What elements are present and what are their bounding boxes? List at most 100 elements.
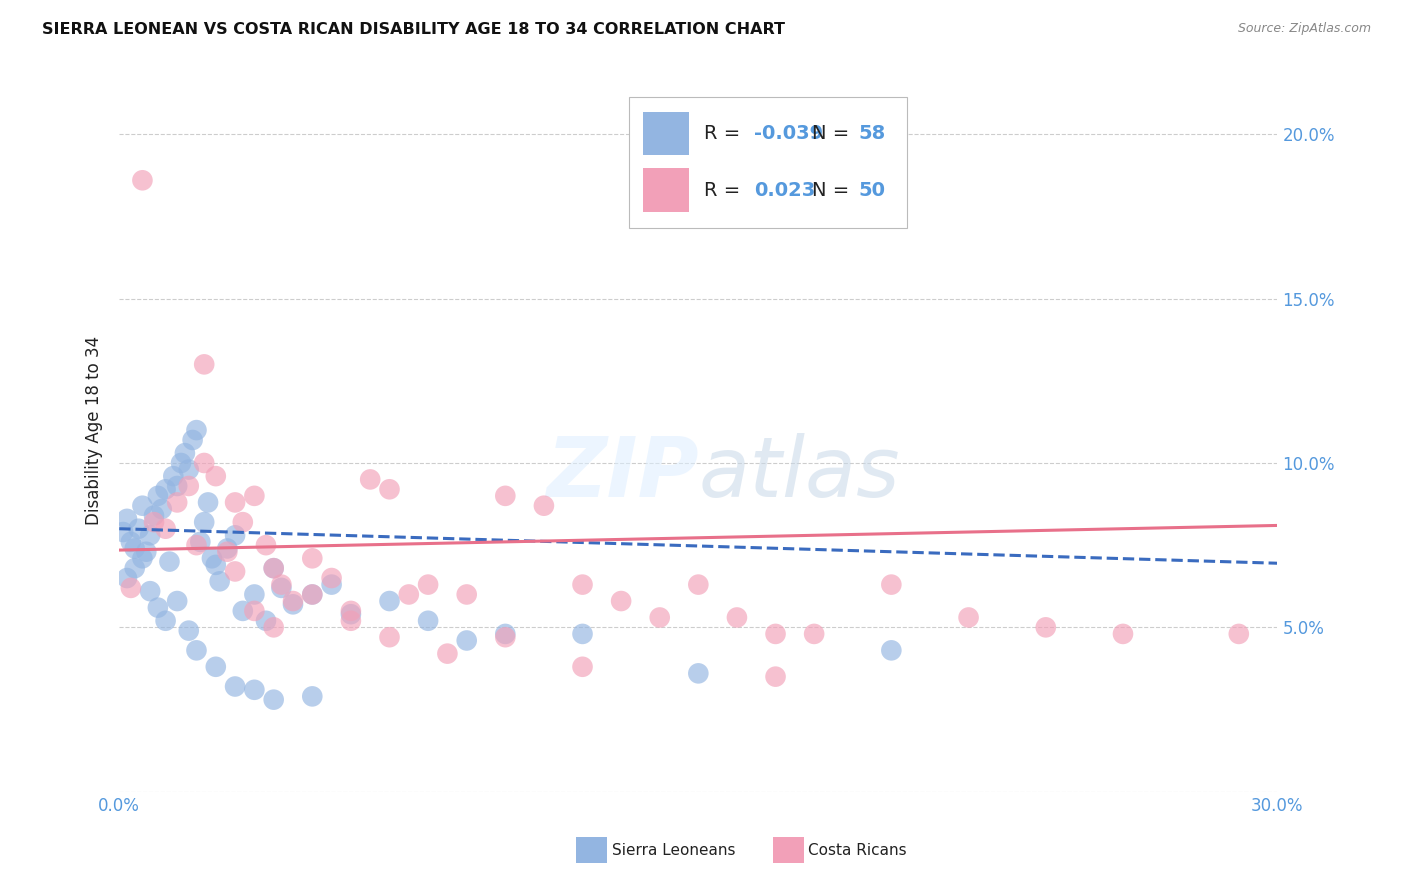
Point [115, 571, 138, 585]
Text: ZIP: ZIP [546, 433, 699, 514]
Point [232, 515, 254, 529]
Point [270, 577, 292, 591]
Point [181, 433, 204, 447]
Point [1112, 627, 1135, 641]
Point [571, 627, 593, 641]
Point [571, 660, 593, 674]
Point [957, 610, 980, 624]
Point [270, 581, 292, 595]
Point [263, 692, 285, 706]
Point [139, 584, 162, 599]
Text: Sierra Leoneans: Sierra Leoneans [612, 843, 735, 857]
Point [494, 627, 516, 641]
Point [359, 472, 381, 486]
Point [224, 680, 246, 694]
Point [217, 545, 239, 559]
Text: 50: 50 [858, 180, 886, 200]
Point [177, 462, 200, 476]
Point [170, 456, 193, 470]
Point [436, 647, 458, 661]
Point [416, 577, 439, 591]
Point [494, 489, 516, 503]
Point [254, 538, 277, 552]
Point [688, 577, 710, 591]
Point [340, 614, 363, 628]
Point [139, 528, 162, 542]
Point [204, 469, 226, 483]
Point [301, 690, 323, 704]
Point [131, 173, 153, 187]
Point [155, 614, 177, 628]
Text: -0.039: -0.039 [754, 124, 823, 143]
Point [193, 456, 215, 470]
Point [146, 489, 169, 503]
Point [131, 499, 153, 513]
Point [398, 587, 420, 601]
Text: SIERRA LEONEAN VS COSTA RICAN DISABILITY AGE 18 TO 34 CORRELATION CHART: SIERRA LEONEAN VS COSTA RICAN DISABILITY… [42, 22, 785, 37]
Text: Source: ZipAtlas.com: Source: ZipAtlas.com [1237, 22, 1371, 36]
Point [688, 666, 710, 681]
Text: Costa Ricans: Costa Ricans [808, 843, 907, 857]
Bar [643, 112, 689, 155]
Point [177, 479, 200, 493]
Point [143, 508, 166, 523]
Point [321, 571, 343, 585]
Point [162, 469, 184, 483]
Point [378, 630, 401, 644]
Point [204, 558, 226, 572]
Point [263, 620, 285, 634]
Point [217, 541, 239, 556]
Point [224, 528, 246, 542]
Point [115, 512, 138, 526]
Point [204, 660, 226, 674]
Point [1227, 627, 1250, 641]
Point [143, 515, 166, 529]
Bar [628, 97, 907, 227]
Point [124, 541, 146, 556]
Point [159, 555, 181, 569]
Point [880, 643, 903, 657]
Point [186, 423, 208, 437]
Point [197, 495, 219, 509]
Point [120, 581, 142, 595]
Point [131, 551, 153, 566]
Point [243, 587, 266, 601]
Point [610, 594, 633, 608]
Point [243, 682, 266, 697]
Point [193, 515, 215, 529]
Point [155, 522, 177, 536]
Point [880, 577, 903, 591]
Bar [643, 169, 689, 211]
Y-axis label: Disability Age 18 to 34: Disability Age 18 to 34 [86, 335, 103, 524]
Point [166, 495, 188, 509]
Point [243, 489, 266, 503]
Point [232, 604, 254, 618]
Text: R =: R = [704, 124, 747, 143]
Point [201, 551, 224, 566]
Point [1035, 620, 1057, 634]
Point [263, 561, 285, 575]
Point [533, 499, 555, 513]
Point [224, 495, 246, 509]
Point [571, 577, 593, 591]
Point [146, 600, 169, 615]
Point [263, 561, 285, 575]
Text: 0.023: 0.023 [754, 180, 815, 200]
Point [186, 538, 208, 552]
Point [803, 627, 825, 641]
Text: 58: 58 [858, 124, 886, 143]
Point [378, 594, 401, 608]
Point [340, 607, 363, 622]
Point [193, 357, 215, 371]
Point [301, 587, 323, 601]
Point [321, 577, 343, 591]
Point [456, 587, 478, 601]
Point [456, 633, 478, 648]
Point [155, 483, 177, 497]
Point [120, 534, 142, 549]
Point [186, 643, 208, 657]
Point [174, 446, 197, 460]
Point [150, 502, 173, 516]
Point [416, 614, 439, 628]
Point [128, 522, 150, 536]
